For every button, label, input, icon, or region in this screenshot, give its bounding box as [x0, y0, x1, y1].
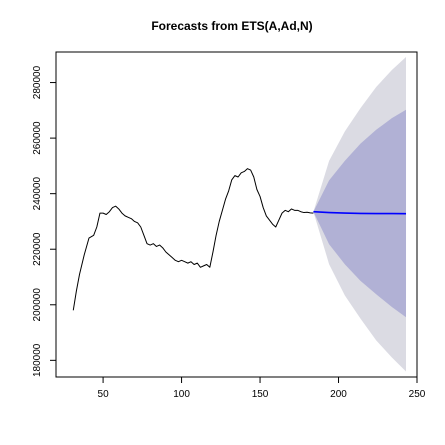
y-tick-label: 280000: [32, 65, 43, 99]
y-tick-label: 200000: [32, 288, 43, 322]
x-tick-label: 150: [252, 389, 269, 400]
x-tick-label: 250: [409, 389, 426, 400]
x-tick-label: 200: [330, 389, 347, 400]
x-tick-label: 100: [173, 389, 190, 400]
y-tick-label: 260000: [32, 121, 43, 155]
forecast-series-layer: [313, 210, 407, 215]
y-tick-label: 240000: [32, 177, 43, 211]
observed-series-line: [72, 168, 314, 311]
chart-title: Forecasts from ETS(A,Ad,N): [151, 19, 312, 33]
y-tick-label: 220000: [32, 232, 43, 266]
x-axis: 50 100 150 200 250: [98, 376, 426, 400]
y-axis: 180000 200000 220000 240000 260000 280000: [32, 65, 57, 377]
forecast-mean-line: [313, 210, 407, 215]
x-tick-label: 50: [98, 389, 110, 400]
observed-series-layer: [72, 168, 314, 311]
y-tick-label: 180000: [32, 343, 43, 377]
